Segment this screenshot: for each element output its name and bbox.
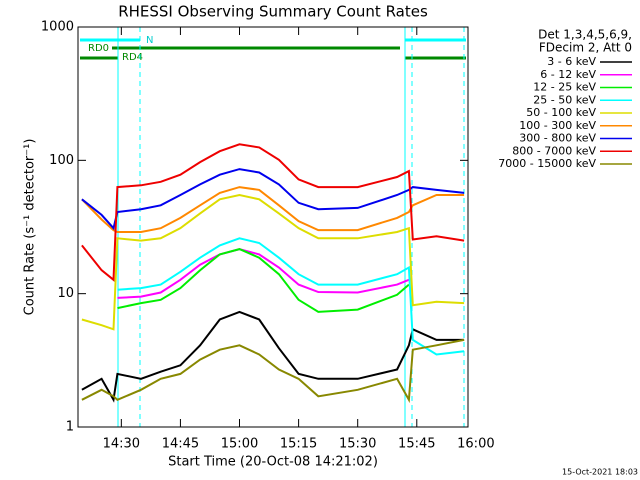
flag-label: RD0 <box>88 43 109 54</box>
series-line <box>117 248 410 299</box>
x-tick-label: 15:15 <box>280 437 317 452</box>
footer: 15-Oct-2021 18:03 <box>562 468 638 477</box>
legend-label: 800 - 7000 keV <box>512 144 596 157</box>
legend-label: 100 - 300 keV <box>519 119 596 132</box>
flag-label: RD4 <box>122 52 143 63</box>
legend-label: 300 - 800 keV <box>519 132 596 145</box>
y-tick-label: 100 <box>49 153 74 168</box>
x-tick-label: 16:00 <box>457 437 494 452</box>
series-line <box>81 143 465 282</box>
y-tick-label: 1000 <box>41 20 74 35</box>
series-line <box>117 248 410 313</box>
legend-label: 7000 - 15000 keV <box>498 157 596 170</box>
x-tick-label: 15:45 <box>398 437 435 452</box>
x-tick-label: 14:45 <box>162 437 199 452</box>
y-tick-label: 10 <box>57 286 74 301</box>
plot-frame <box>77 26 469 428</box>
x-tick-label: 14:30 <box>103 437 140 452</box>
flag-label: N <box>146 35 153 46</box>
legend-label: 6 - 12 keV <box>540 68 596 81</box>
legend-label: 25 - 50 keV <box>533 93 596 106</box>
legend-label: 12 - 25 keV <box>533 81 596 94</box>
legend-label: 50 - 100 keV <box>526 106 596 119</box>
x-axis-label: Start Time (20-Oct-08 14:21:02) <box>168 455 378 470</box>
series-line <box>117 237 465 356</box>
series-line <box>81 168 465 231</box>
series-line <box>81 193 465 331</box>
series-line <box>81 338 465 404</box>
legend-header: Det 1,3,4,5,6,9, <box>538 28 632 42</box>
x-tick-label: 15:00 <box>221 437 258 452</box>
series-line <box>81 186 465 233</box>
flags: N RD0 RD4 <box>80 27 466 427</box>
y-axis-label: Count Rate (s⁻¹ detector⁻¹) <box>23 139 38 316</box>
x-tick-label: 15:30 <box>339 437 376 452</box>
legend-header: FDecim 2, Att 0 <box>539 41 632 55</box>
legend-label: 3 - 6 keV <box>547 55 596 68</box>
chart-title: RHESSI Observing Summary Count Rates <box>118 3 428 21</box>
series-line <box>81 310 465 403</box>
y-tick-label: 1 <box>66 420 74 435</box>
